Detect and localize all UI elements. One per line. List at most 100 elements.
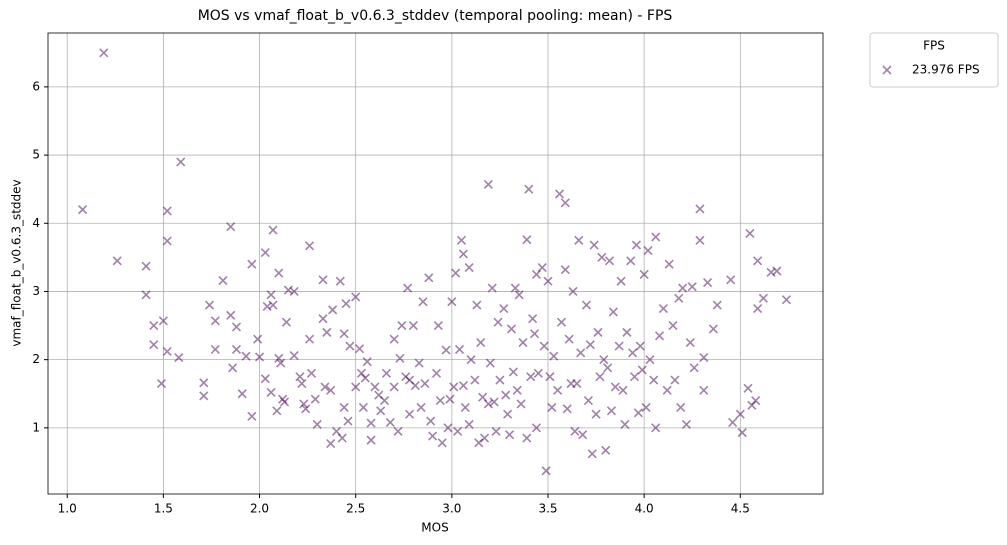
point	[581, 300, 592, 310]
point	[241, 351, 251, 361]
point	[304, 334, 315, 344]
point	[629, 372, 640, 382]
point	[514, 290, 524, 300]
point	[272, 406, 282, 416]
point	[658, 303, 668, 314]
point	[176, 157, 186, 167]
point	[360, 373, 370, 383]
point	[772, 266, 782, 276]
point	[735, 409, 745, 419]
point	[751, 396, 761, 406]
y-tick-label: 4	[32, 216, 40, 230]
point	[529, 329, 540, 339]
point	[654, 331, 665, 341]
point	[601, 445, 611, 455]
point	[689, 363, 699, 373]
point	[464, 263, 474, 273]
point	[431, 368, 442, 378]
point	[295, 372, 305, 382]
x-tick-label: 2.5	[346, 502, 365, 516]
point	[493, 317, 503, 327]
point	[651, 423, 661, 433]
point	[628, 348, 638, 358]
point	[651, 232, 661, 242]
point	[766, 267, 776, 277]
point	[435, 396, 445, 406]
y-tick-label: 2	[32, 352, 40, 366]
point	[662, 385, 672, 395]
point	[518, 338, 528, 348]
point	[564, 334, 574, 344]
point	[695, 235, 705, 245]
point	[445, 394, 455, 404]
point	[337, 433, 347, 443]
point	[306, 368, 317, 378]
point	[501, 390, 511, 400]
point	[420, 378, 430, 389]
x-tick-label: 1.0	[58, 502, 77, 516]
point	[162, 236, 172, 246]
x-tick-label: 1.5	[154, 502, 173, 516]
y-tick-label: 5	[32, 148, 40, 162]
point	[268, 300, 278, 310]
point	[503, 409, 513, 419]
point	[141, 261, 151, 271]
point	[451, 268, 461, 278]
point	[226, 310, 236, 320]
point	[318, 314, 328, 324]
point	[326, 385, 336, 395]
point	[674, 293, 684, 303]
point	[485, 358, 495, 368]
point	[531, 423, 542, 433]
x-tick-label: 4.5	[731, 502, 750, 516]
point	[593, 327, 603, 337]
point	[112, 256, 122, 266]
y-tick-label: 3	[32, 284, 40, 298]
point	[389, 382, 399, 392]
point	[397, 320, 407, 331]
point	[753, 256, 763, 266]
point	[343, 416, 353, 426]
point	[370, 382, 380, 392]
point	[408, 320, 418, 331]
point	[385, 417, 395, 427]
point	[366, 418, 376, 428]
point	[703, 278, 713, 288]
point	[149, 340, 159, 350]
point	[745, 228, 755, 239]
point	[345, 341, 355, 351]
point	[699, 353, 709, 363]
point	[645, 355, 655, 365]
point	[604, 256, 615, 266]
point	[266, 290, 276, 300]
point	[266, 387, 276, 397]
point	[499, 303, 509, 314]
point	[426, 416, 436, 426]
point	[506, 324, 517, 334]
point	[354, 344, 365, 354]
point	[635, 341, 645, 351]
point	[495, 375, 505, 385]
point	[279, 397, 290, 407]
point	[597, 252, 607, 262]
point	[522, 433, 532, 443]
point	[491, 426, 501, 436]
point	[528, 314, 538, 324]
point	[585, 340, 595, 350]
point	[622, 327, 632, 337]
point	[395, 353, 405, 363]
point	[512, 385, 522, 395]
point	[470, 375, 480, 385]
point	[574, 235, 584, 245]
point	[556, 317, 567, 327]
chart-title: MOS vs vmaf_float_b_v0.6.3_stddev (tempo…	[198, 8, 673, 24]
x-tick-label: 3.0	[442, 502, 461, 516]
point	[610, 382, 620, 392]
point	[639, 269, 649, 279]
point	[237, 389, 247, 399]
point	[643, 245, 653, 256]
point	[508, 367, 518, 377]
point	[641, 402, 651, 412]
point	[541, 466, 551, 476]
